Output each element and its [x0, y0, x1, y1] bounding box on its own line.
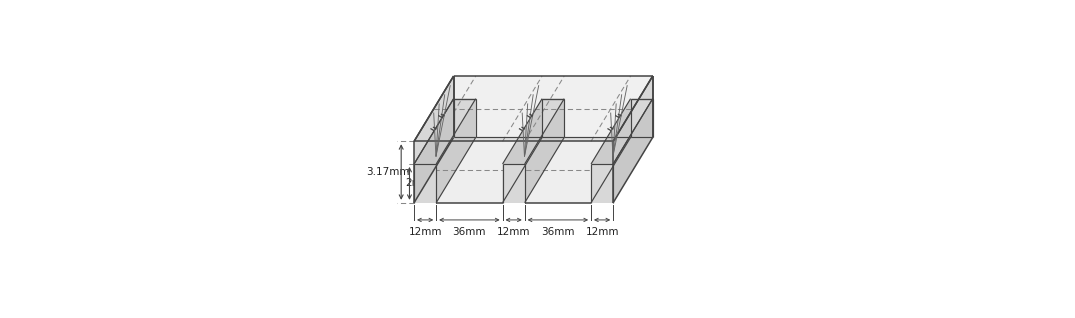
Polygon shape — [414, 76, 454, 203]
Polygon shape — [414, 99, 454, 203]
Text: 36mm: 36mm — [453, 227, 486, 237]
Text: 3.17mm: 3.17mm — [367, 167, 410, 177]
Polygon shape — [414, 99, 476, 164]
Polygon shape — [436, 137, 542, 203]
Polygon shape — [414, 141, 613, 203]
Polygon shape — [454, 76, 653, 137]
Text: 12mm: 12mm — [497, 227, 530, 237]
Polygon shape — [503, 99, 542, 203]
Polygon shape — [613, 99, 653, 203]
Text: 12mm: 12mm — [586, 227, 619, 237]
Text: 12mm: 12mm — [408, 227, 442, 237]
Polygon shape — [414, 164, 436, 203]
Polygon shape — [503, 99, 564, 164]
Polygon shape — [436, 99, 476, 203]
Polygon shape — [613, 76, 653, 203]
Polygon shape — [503, 164, 525, 203]
Polygon shape — [525, 137, 631, 203]
Polygon shape — [591, 99, 631, 203]
Polygon shape — [591, 164, 613, 203]
Polygon shape — [414, 99, 454, 203]
Polygon shape — [414, 76, 653, 141]
Text: 36mm: 36mm — [541, 227, 575, 237]
Polygon shape — [591, 99, 653, 164]
Text: 2mm: 2mm — [405, 178, 432, 188]
Polygon shape — [613, 99, 653, 203]
Polygon shape — [525, 99, 564, 203]
